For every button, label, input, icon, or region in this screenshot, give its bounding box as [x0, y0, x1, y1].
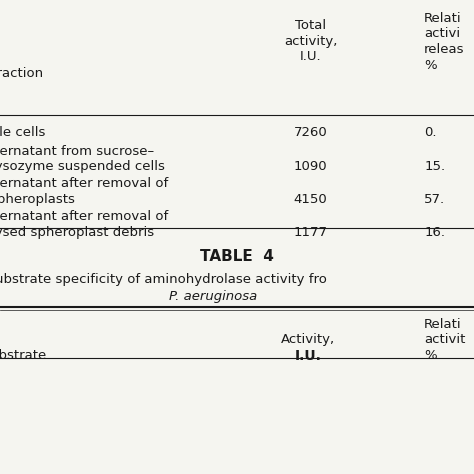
Text: 4150: 4150	[293, 193, 328, 206]
Text: I.U.: I.U.	[295, 349, 321, 363]
Text: bernatant after removal of: bernatant after removal of	[0, 210, 168, 223]
Text: Fraction: Fraction	[0, 67, 44, 80]
Text: %: %	[424, 59, 437, 72]
Text: bernatant from sucrose–: bernatant from sucrose–	[0, 145, 154, 157]
Text: P. aeruginosa: P. aeruginosa	[169, 290, 257, 303]
Text: TABLE  4: TABLE 4	[200, 249, 274, 264]
Text: lysozyme suspended cells: lysozyme suspended cells	[0, 160, 164, 173]
Text: activi: activi	[424, 27, 460, 40]
Text: activit: activit	[424, 333, 465, 346]
Text: 16.: 16.	[424, 226, 445, 238]
Text: Relati: Relati	[424, 12, 462, 25]
Text: %: %	[424, 349, 437, 362]
Text: I.U.: I.U.	[300, 50, 321, 63]
Text: 57.: 57.	[424, 193, 446, 206]
Text: lysed spheroplast debris: lysed spheroplast debris	[0, 226, 154, 238]
Text: spheroplasts: spheroplasts	[0, 193, 75, 206]
Text: Relati: Relati	[424, 318, 462, 330]
Text: ubstrate specificity of aminohydrolase activity fro: ubstrate specificity of aminohydrolase a…	[0, 273, 327, 285]
Text: Total: Total	[295, 19, 326, 32]
Text: 0.: 0.	[424, 126, 437, 138]
Text: activity,: activity,	[284, 35, 337, 47]
Text: 15.: 15.	[424, 160, 446, 173]
Text: ubstrate: ubstrate	[0, 349, 47, 362]
Text: Activity,: Activity,	[281, 333, 335, 346]
Text: bernatant after removal of: bernatant after removal of	[0, 177, 168, 190]
Text: 1177: 1177	[293, 226, 328, 238]
Text: 7260: 7260	[293, 126, 328, 138]
Text: releas: releas	[424, 43, 465, 56]
Text: ole cells: ole cells	[0, 126, 45, 138]
Text: 1090: 1090	[294, 160, 327, 173]
